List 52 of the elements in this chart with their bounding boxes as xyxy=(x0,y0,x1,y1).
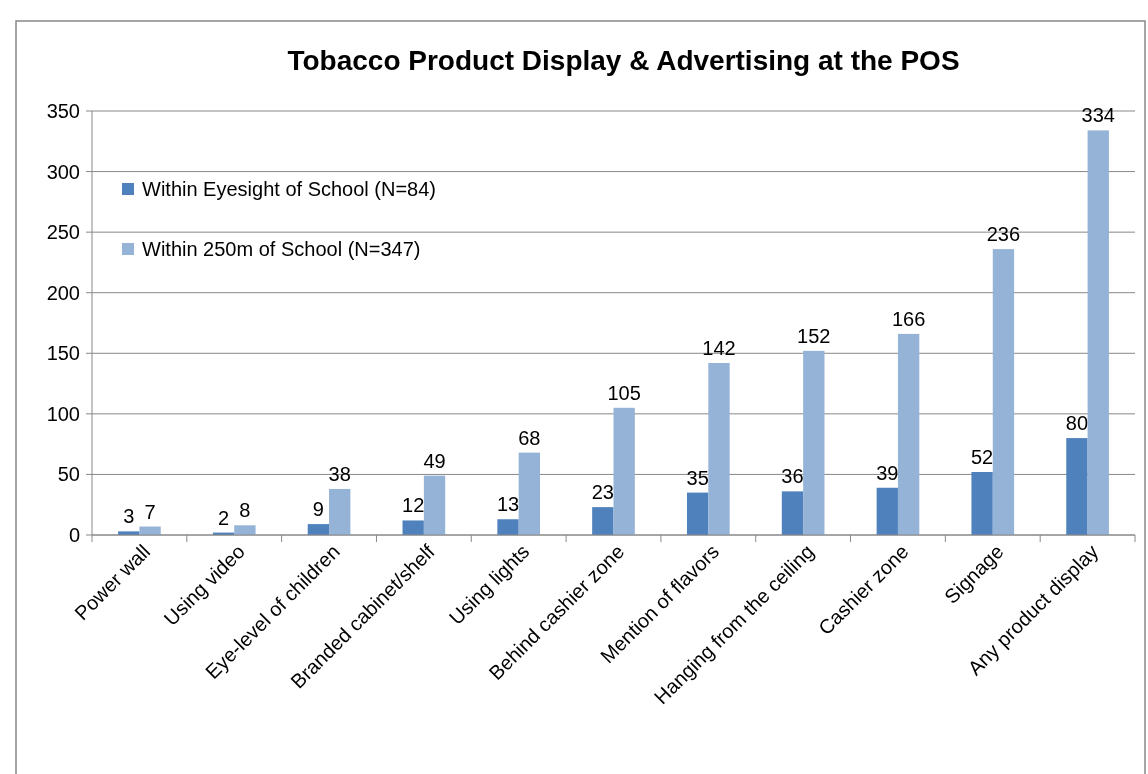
data-label: 23 xyxy=(591,481,614,504)
y-tick-label: 350 xyxy=(46,100,80,122)
data-label: 36 xyxy=(781,465,804,488)
y-tick-label: 0 xyxy=(68,524,80,546)
bar xyxy=(613,407,635,535)
data-label: 3 xyxy=(123,505,135,528)
data-label: 166 xyxy=(891,307,926,330)
data-label: 7 xyxy=(144,500,156,523)
bar xyxy=(423,475,446,535)
data-label: 105 xyxy=(607,381,641,404)
data-label: 38 xyxy=(328,462,351,485)
data-label: 13 xyxy=(496,493,520,516)
bar xyxy=(234,525,256,535)
data-label: 152 xyxy=(797,324,831,347)
y-tick-label: 100 xyxy=(46,402,80,425)
bar xyxy=(708,362,730,535)
bar xyxy=(876,487,898,535)
bar xyxy=(1066,438,1088,535)
bar xyxy=(518,452,541,535)
data-label: 80 xyxy=(1065,412,1089,435)
data-label: 2 xyxy=(218,506,230,529)
bar xyxy=(971,472,993,535)
y-tick-label: 150 xyxy=(46,342,80,365)
data-label: 68 xyxy=(518,426,541,449)
bar xyxy=(897,333,920,535)
bar xyxy=(497,519,519,535)
data-label: 12 xyxy=(402,494,425,517)
data-label: 334 xyxy=(1081,104,1115,127)
data-label: 39 xyxy=(876,461,899,484)
data-label: 236 xyxy=(986,223,1021,246)
data-label: 49 xyxy=(423,449,446,472)
bar xyxy=(781,491,804,535)
bar xyxy=(307,524,330,535)
data-label: 9 xyxy=(312,498,324,521)
y-tick-label: 200 xyxy=(46,281,80,304)
bar xyxy=(329,488,351,535)
y-tick-label: 250 xyxy=(46,221,80,244)
y-tick-label: 300 xyxy=(46,160,80,183)
bar xyxy=(592,507,614,535)
data-label: 8 xyxy=(239,499,251,522)
data-label: 35 xyxy=(686,466,709,489)
data-label: 142 xyxy=(702,336,736,359)
data-label: 52 xyxy=(970,446,994,469)
bar xyxy=(803,350,825,535)
chart-title: Tobacco Product Display & Advertising at the POS xyxy=(287,45,960,76)
legend-label: Within 250m of School (N=347) xyxy=(142,238,421,260)
legend-label: Within Eyesight of School (N=84) xyxy=(142,178,437,200)
y-tick-label: 50 xyxy=(57,463,80,486)
bar xyxy=(686,492,709,535)
bar xyxy=(1087,130,1109,535)
bar xyxy=(402,520,424,535)
bar xyxy=(992,249,1015,535)
